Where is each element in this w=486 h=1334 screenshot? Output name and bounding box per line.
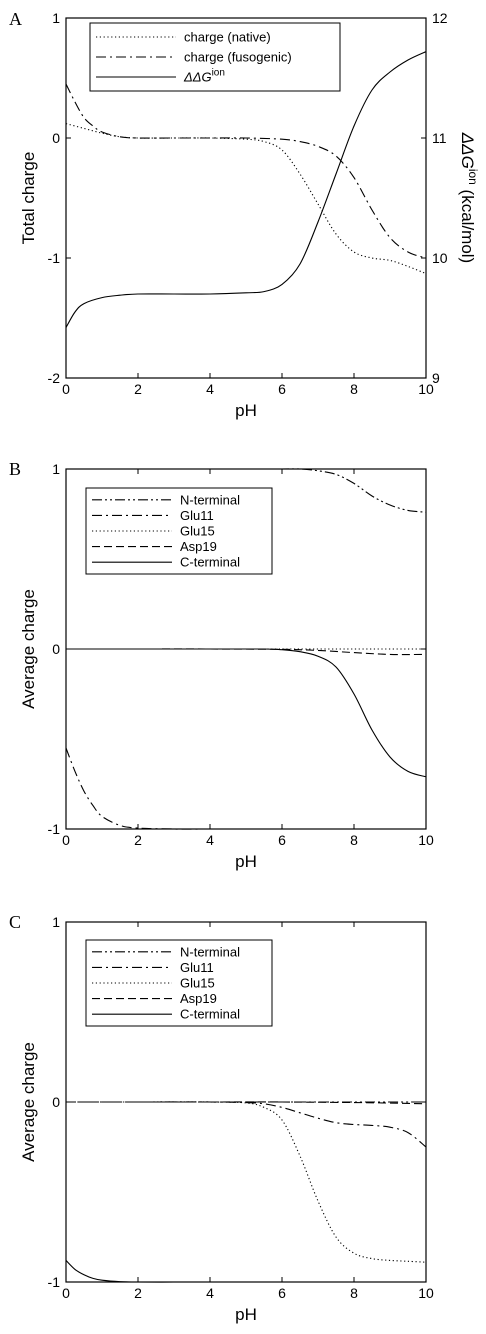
panel-b-xtick-label: 6: [278, 832, 286, 848]
panel-a-y-axis-label: Total charge: [19, 152, 38, 245]
panel-c-xtick-label: 8: [350, 1285, 358, 1301]
panel-a-y2-axis-label: ΔΔGion (kcal/mol): [458, 132, 480, 263]
panel-b-legend-label-3: Asp19: [180, 539, 217, 554]
panel-c-series-line-1: [66, 1101, 427, 1148]
panel-c-legend-label-3: Asp19: [180, 991, 217, 1006]
panel-c-legend-label-1: Glu11: [180, 960, 214, 975]
panel-a-letter: A: [9, 9, 22, 29]
panel-b-xtick-label: 2: [134, 832, 142, 848]
panel-b-legend-box: [85, 487, 273, 575]
panel-a-y2tick-label: 12: [432, 10, 448, 26]
panel-b-y-axis-label: Average charge: [19, 589, 38, 709]
panel-c-y-axis-label: Average charge: [19, 1042, 38, 1162]
panel-b-series-line-4: [66, 648, 427, 778]
panel-a-series-line-0: [65, 123, 427, 275]
panel-b-legend-label-0: N-terminal: [180, 492, 240, 507]
panel-c-xtick-label: 6: [278, 1285, 286, 1301]
panel-c-xtick-label: 10: [418, 1285, 434, 1301]
panel-a-xtick-label: 4: [206, 381, 214, 397]
panel-c-ytick-label: -1: [48, 1274, 61, 1290]
panel-c-series-line-4: [65, 1260, 210, 1283]
panel-a-legend-label-0: charge (native): [184, 30, 271, 45]
panel-a-xtick-label: 8: [350, 381, 358, 397]
panel-b-ytick-label: 0: [52, 641, 60, 657]
panel-b-ytick-label: 1: [52, 461, 60, 477]
panel-b-xtick-label: 4: [206, 832, 214, 848]
panel-b-xtick-label: 10: [418, 832, 434, 848]
panel-c-legend-box: [85, 939, 273, 1027]
panel-b-series-line-3: [66, 648, 427, 656]
panel-b-letter: B: [9, 459, 21, 479]
panel-b-x-axis-label: pH: [235, 852, 257, 871]
panel-c-xtick-label: 0: [62, 1285, 70, 1301]
panel-c-series-line-2: [66, 1101, 427, 1263]
panel-a-ytick-label: -1: [48, 250, 61, 266]
panel-a-xtick-label: 0: [62, 381, 70, 397]
panel-a-xtick-label: 6: [278, 381, 286, 397]
panel-c-xtick-label: 2: [134, 1285, 142, 1301]
panel-c-letter: C: [9, 912, 21, 932]
panel-a-y2tick-label: 10: [432, 250, 448, 266]
panel-a-series-line-2: [65, 51, 427, 328]
panel-b-legend-label-1: Glu11: [180, 508, 214, 523]
panel-a-y2tick-label: 11: [432, 130, 447, 146]
panel-c-legend-label-4: C-terminal: [180, 1007, 240, 1022]
panel-a-y2tick-label: 9: [432, 370, 440, 386]
panel-a-ytick-label: 1: [52, 10, 60, 26]
panel-c-xtick-label: 4: [206, 1285, 214, 1301]
panel-b-ytick-label: -1: [48, 821, 61, 837]
panel-b-series-line-1: [65, 747, 426, 830]
panel-c-legend-label-0: N-terminal: [180, 944, 240, 959]
panel-a-plot-frame: [65, 17, 427, 379]
panel-a-xtick-label: 2: [134, 381, 142, 397]
panel-a-ytick-label: -2: [48, 370, 61, 386]
panel-b-legend-label-2: Glu15: [180, 524, 215, 539]
panel-a-legend-label-1: charge (fusogenic): [184, 50, 292, 65]
panel-a-series-line-1: [65, 83, 427, 259]
panel-b-xtick-label: 0: [62, 832, 70, 848]
panel-a-xtick-label: 10: [418, 381, 434, 397]
panel-b-legend-label-4: C-terminal: [180, 555, 240, 570]
panel-c-x-axis-label: pH: [235, 1305, 257, 1324]
panel-c-ytick-label: 0: [52, 1094, 60, 1110]
panel-b-xtick-label: 8: [350, 832, 358, 848]
panel-a-ytick-label: 0: [52, 130, 60, 146]
panel-c-legend-label-2: Glu15: [180, 976, 215, 991]
panel-c-ytick-label: 1: [52, 914, 60, 930]
panel-a-x-axis-label: pH: [235, 401, 257, 420]
